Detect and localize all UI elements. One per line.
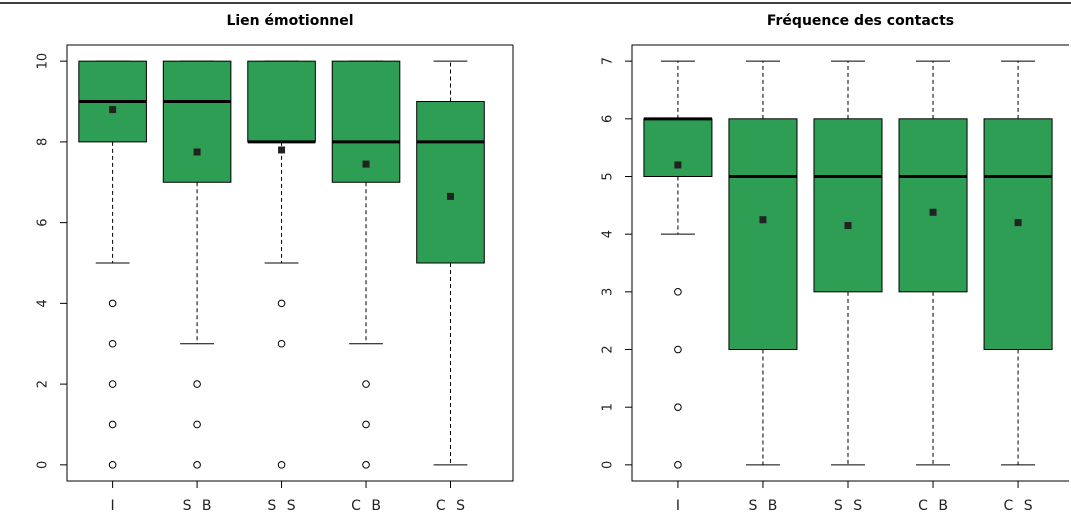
- outlier: [362, 461, 370, 469]
- outlier: [277, 461, 286, 469]
- y-tick-label: 4: [601, 230, 616, 238]
- mean-marker: [674, 161, 682, 169]
- plot-frame: [631, 44, 1069, 482]
- box: [162, 60, 232, 183]
- x-tick-label: C B: [351, 498, 384, 514]
- y-tick-label: 0: [601, 461, 616, 469]
- outlier: [193, 420, 201, 429]
- x-tick-label: S S: [834, 498, 865, 514]
- outlier: [362, 420, 370, 429]
- x-tick-label: C B: [918, 498, 951, 514]
- outlier: [108, 461, 117, 469]
- outlier: [108, 380, 117, 388]
- mean-marker: [278, 146, 286, 154]
- box: [728, 118, 798, 351]
- y-tick-label: 6: [601, 115, 616, 123]
- chart-title: Lien émotionnel: [226, 13, 353, 29]
- mean-marker: [109, 106, 117, 114]
- outlier: [674, 288, 682, 296]
- y-tick-label: 4: [36, 299, 51, 307]
- outlier: [108, 420, 117, 429]
- y-tick-label: 10: [36, 53, 51, 70]
- outlier: [108, 299, 117, 308]
- x-tick-label: I: [111, 498, 118, 514]
- mean-marker: [844, 222, 852, 230]
- y-tick-label: 6: [36, 218, 51, 226]
- x-tick-label: I: [676, 498, 683, 514]
- x-tick-label: S B: [183, 498, 215, 514]
- outlier: [277, 339, 286, 348]
- y-tick-label: 3: [601, 288, 616, 296]
- box: [416, 101, 485, 264]
- y-tick-label: 1: [601, 403, 616, 411]
- outlier: [362, 380, 370, 388]
- mean-marker: [929, 208, 937, 216]
- plot-frame: [66, 44, 514, 482]
- outlier: [277, 299, 286, 308]
- outlier: [674, 403, 682, 411]
- mean-marker: [1014, 219, 1022, 227]
- outlier: [108, 339, 117, 348]
- x-tick-label: C S: [436, 498, 468, 514]
- box: [898, 118, 968, 293]
- y-tick-label: 5: [601, 172, 616, 180]
- y-tick-label: 7: [601, 57, 616, 65]
- box: [247, 60, 316, 143]
- x-tick-label: S B: [748, 498, 780, 514]
- mean-marker: [193, 148, 201, 156]
- outlier: [193, 380, 201, 388]
- mean-marker: [446, 192, 454, 200]
- outlier: [193, 461, 201, 469]
- outlier: [674, 461, 682, 469]
- outlier: [674, 345, 682, 354]
- y-tick-label: 2: [601, 345, 616, 353]
- mean-marker: [362, 160, 370, 168]
- y-tick-label: 2: [36, 380, 51, 388]
- box: [983, 118, 1053, 351]
- box: [813, 118, 883, 293]
- x-tick-label: C S: [1004, 498, 1036, 514]
- y-tick-label: 0: [36, 461, 51, 469]
- x-tick-label: S S: [267, 498, 298, 514]
- mean-marker: [759, 216, 767, 224]
- chart-title: Fréquence des contacts: [767, 13, 954, 29]
- y-tick-label: 8: [36, 138, 51, 146]
